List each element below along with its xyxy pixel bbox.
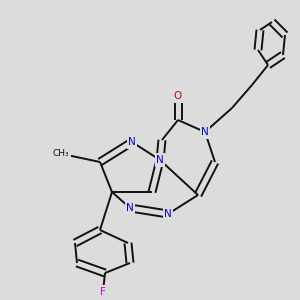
Text: CH₃: CH₃	[53, 149, 69, 158]
Text: O: O	[174, 91, 182, 101]
Text: N: N	[164, 209, 172, 219]
Text: N: N	[156, 155, 164, 165]
Text: N: N	[126, 203, 134, 213]
Text: N: N	[128, 137, 136, 147]
Text: F: F	[100, 287, 106, 297]
Text: N: N	[201, 127, 209, 137]
